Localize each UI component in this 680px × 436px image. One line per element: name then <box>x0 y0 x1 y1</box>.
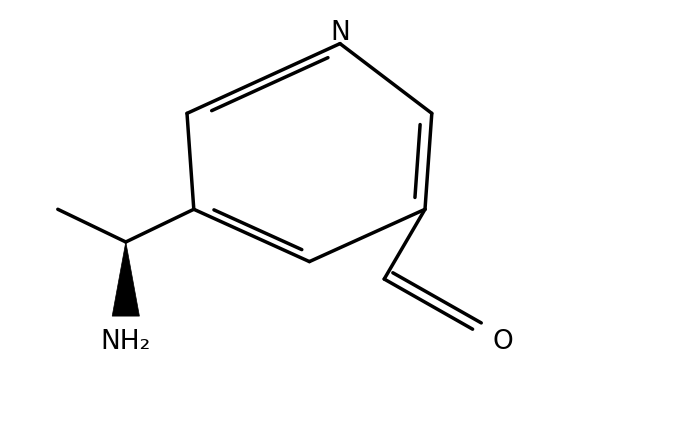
Text: N: N <box>330 20 350 46</box>
Polygon shape <box>112 242 139 316</box>
Text: O: O <box>493 329 513 355</box>
Text: NH₂: NH₂ <box>101 329 151 355</box>
